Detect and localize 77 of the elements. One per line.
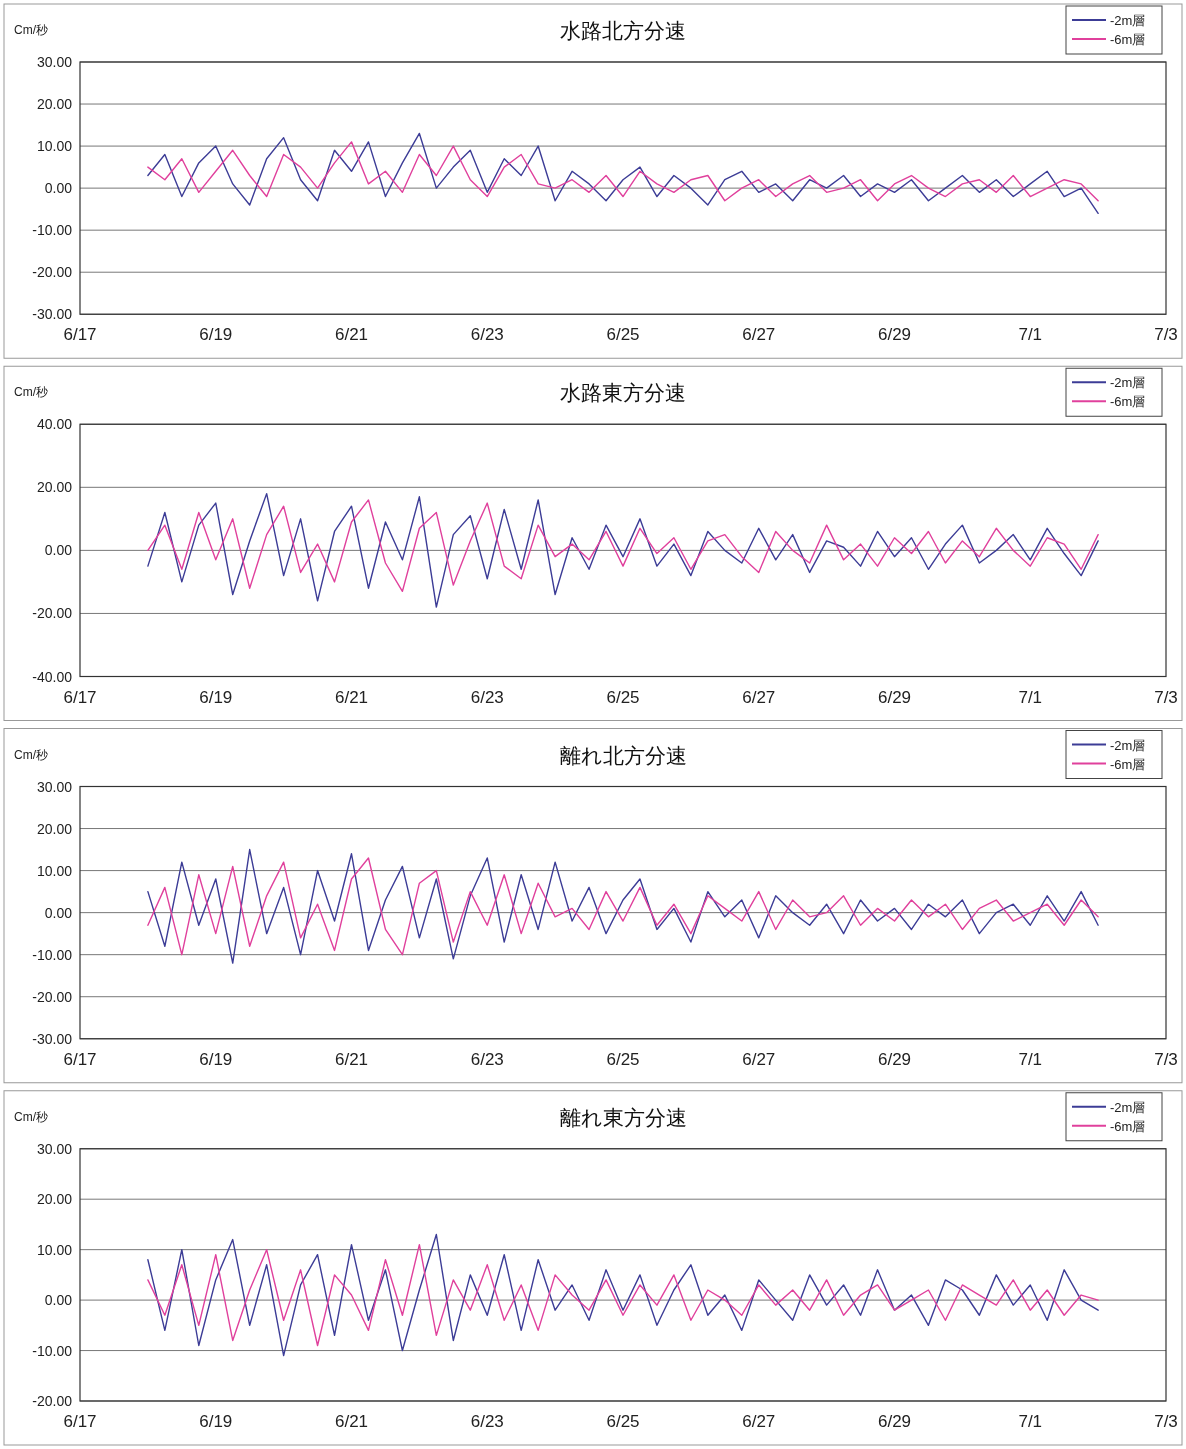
- y-tick-label: 10.00: [36, 1241, 73, 1258]
- x-tick-label: 7/3: [1154, 325, 1178, 345]
- legend-label: -6m層: [1110, 394, 1146, 410]
- x-tick-label: 6/27: [742, 1412, 776, 1431]
- chart-title: 離れ東方分速: [559, 1105, 687, 1129]
- y-tick-label: 20.00: [36, 1191, 73, 1208]
- y-tick-label: 10.00: [36, 862, 73, 879]
- y-tick-label: 20.00: [36, 820, 73, 837]
- x-tick-label: 6/17: [63, 687, 97, 707]
- x-tick-label: 6/21: [334, 687, 369, 707]
- legend-label: -6m層: [1110, 1118, 1146, 1134]
- y-tick-label: 0.00: [44, 1292, 73, 1309]
- x-tick-label: 6/29: [877, 1412, 912, 1431]
- x-tick-label: 7/1: [1018, 687, 1043, 707]
- legend-label: -2m層: [1110, 1099, 1146, 1115]
- x-tick-label: 6/29: [877, 325, 912, 345]
- x-tick-label: 7/1: [1018, 1049, 1043, 1069]
- y-tick-label: 0.00: [44, 542, 73, 559]
- x-tick-label: 6/17: [63, 325, 97, 345]
- x-tick-label: 6/25: [606, 1412, 640, 1431]
- x-tick-label: 6/27: [742, 325, 776, 345]
- y-tick-label: 10.00: [36, 138, 73, 155]
- y-tick-label: -10.00: [32, 1342, 73, 1359]
- y-tick-label: 20.00: [36, 479, 73, 496]
- y-axis-title: Cm/秒: [14, 1109, 48, 1124]
- y-axis-title: Cm/秒: [14, 747, 48, 762]
- y-axis-title: Cm/秒: [14, 23, 48, 37]
- x-tick-label: 7/3: [1154, 1412, 1178, 1431]
- y-tick-label: -40.00: [32, 668, 73, 685]
- x-tick-label: 7/1: [1018, 1412, 1043, 1431]
- y-tick-label: 0.00: [44, 180, 73, 197]
- y-tick-label: 0.00: [44, 904, 73, 921]
- x-tick-label: 7/3: [1154, 687, 1178, 707]
- x-tick-label: 6/25: [606, 687, 640, 707]
- x-tick-label: 6/21: [334, 1049, 369, 1069]
- y-tick-label: -20.00: [32, 1393, 73, 1409]
- y-tick-label: 40.00: [36, 416, 73, 433]
- chart-title: 水路北方分速: [560, 19, 686, 42]
- chart-title: 離れ北方分速: [559, 743, 687, 767]
- chart-title: 水路東方分速: [560, 381, 686, 405]
- y-tick-label: 20.00: [36, 96, 73, 113]
- x-tick-label: 6/23: [470, 325, 504, 345]
- y-axis-title: Cm/秒: [14, 385, 48, 400]
- legend-label: -6m層: [1110, 756, 1146, 772]
- x-tick-label: 6/21: [334, 1412, 369, 1431]
- x-tick-label: 7/3: [1154, 1049, 1178, 1069]
- x-tick-label: 6/23: [470, 1049, 504, 1069]
- x-tick-label: 6/17: [63, 1412, 97, 1431]
- y-tick-label: -20.00: [32, 264, 73, 281]
- x-tick-label: 6/29: [877, 1049, 912, 1069]
- x-tick-label: 6/19: [199, 1412, 233, 1431]
- x-tick-label: 6/19: [199, 325, 233, 345]
- y-tick-label: 30.00: [36, 778, 73, 795]
- x-tick-label: 6/19: [199, 687, 233, 707]
- legend-label: -6m層: [1110, 32, 1146, 47]
- y-tick-label: -30.00: [32, 1030, 73, 1047]
- x-tick-label: 6/17: [63, 1049, 97, 1069]
- y-tick-label: -20.00: [32, 988, 73, 1005]
- x-tick-label: 6/23: [470, 1412, 504, 1431]
- y-tick-label: 30.00: [36, 1140, 73, 1157]
- x-tick-label: 6/23: [470, 687, 504, 707]
- x-tick-label: 6/21: [334, 325, 369, 345]
- x-tick-label: 6/19: [199, 1049, 233, 1069]
- y-tick-label: -30.00: [32, 306, 73, 323]
- x-tick-label: 6/29: [877, 687, 912, 707]
- x-tick-label: 6/25: [606, 1049, 640, 1069]
- x-tick-label: 6/27: [742, 687, 776, 707]
- y-tick-label: -10.00: [32, 946, 73, 963]
- y-tick-label: -10.00: [32, 222, 73, 239]
- y-tick-label: 30.00: [36, 54, 73, 70]
- legend-label: -2m層: [1110, 737, 1146, 753]
- legend-label: -2m層: [1110, 13, 1146, 28]
- y-tick-label: -20.00: [32, 605, 73, 622]
- legend-label: -2m層: [1110, 375, 1146, 391]
- x-tick-label: 6/27: [742, 1049, 776, 1069]
- x-tick-label: 7/1: [1018, 325, 1043, 345]
- x-tick-label: 6/25: [606, 325, 640, 345]
